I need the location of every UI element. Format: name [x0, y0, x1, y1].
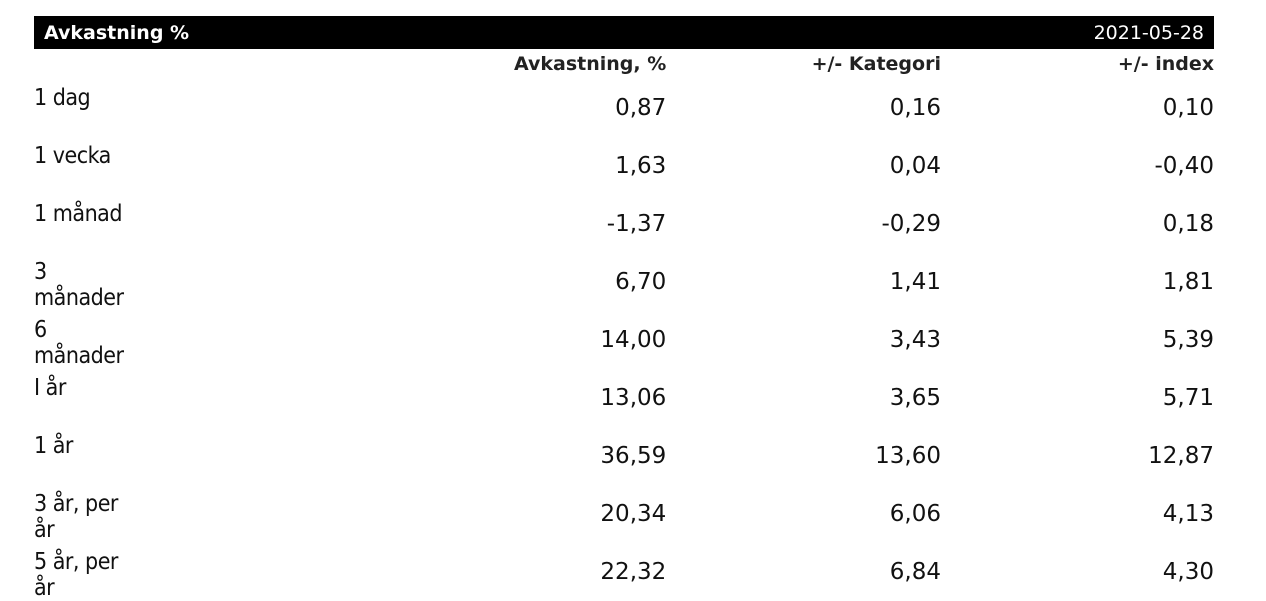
panel: Avkastning % 2021-05-28 Avkastning, % +/-… — [34, 16, 1214, 601]
cell: 22,32 — [600, 559, 667, 585]
row-label: 5 år, per år — [34, 549, 118, 601]
row-label: 1 vecka — [34, 143, 111, 169]
row: 6 månader 14,00 3,43 5,39 — [34, 311, 1214, 369]
cell: 0,10 — [1162, 95, 1214, 121]
cell: 4,13 — [1162, 501, 1214, 527]
cell: 1,41 — [889, 269, 941, 295]
cell: 13,06 — [600, 385, 667, 411]
row-label: 1 dag — [34, 85, 91, 111]
cell: 36,59 — [600, 443, 667, 469]
cell: 0,18 — [1162, 211, 1214, 237]
cell: 5,39 — [1162, 327, 1214, 353]
cell: -0,40 — [1154, 153, 1214, 179]
cell: 0,87 — [615, 95, 667, 121]
cell: 3,65 — [889, 385, 941, 411]
cell: -0,29 — [881, 211, 941, 237]
cell: 3,43 — [889, 327, 941, 353]
cell: 6,84 — [889, 559, 941, 585]
row: 1 år 36,59 13,60 12,87 — [34, 427, 1214, 485]
cell: 4,30 — [1162, 559, 1214, 585]
cell: 1,81 — [1162, 269, 1214, 295]
cell: -1,37 — [606, 211, 667, 237]
date: 2021-05-28 — [1093, 21, 1204, 44]
row-label: I år — [34, 375, 66, 401]
cell: 6,06 — [889, 501, 941, 527]
title: Avkastning % — [44, 21, 190, 44]
table-body: 1 dag 0,87 0,16 0,10 1 vecka 1,63 0,04 -0,40 1 m… — [34, 79, 1214, 601]
row-label: 1 månad — [34, 201, 123, 227]
cell: 20,34 — [600, 501, 667, 527]
row: 3 år, per år 20,34 6,06 4,13 — [34, 485, 1214, 543]
row: 5 år, per år 22,32 6,84 4,30 — [34, 543, 1214, 601]
cell: 6,70 — [615, 269, 667, 295]
column-header: +/- Kategori — [811, 53, 941, 75]
row: I år 13,06 3,65 5,71 — [34, 369, 1214, 427]
corner — [34, 49, 124, 79]
cell: 13,60 — [875, 443, 941, 469]
row-label: 6 månader — [34, 317, 124, 369]
row-label: 3 månader — [34, 259, 124, 311]
row-label: 3 år, per år — [34, 491, 118, 543]
row: 1 vecka 1,63 0,04 -0,40 — [34, 137, 1214, 195]
page: Avkastning % 2021-05-28 Avkastning, % +/-… — [34, 16, 1214, 601]
row: 1 månad -1,37 -0,29 0,18 — [34, 195, 1214, 253]
row: 3 månader 6,70 1,41 1,81 — [34, 253, 1214, 311]
row-label: 1 år — [34, 433, 73, 459]
cell: 1,63 — [615, 153, 667, 179]
returns-table: Avkastning, % +/- Kategori +/- index 1 dag… — [34, 49, 1214, 601]
column-header: +/- index — [1117, 53, 1214, 75]
header-row: Avkastning, % +/- Kategori +/- index — [34, 49, 1214, 79]
column-header: Avkastning, % — [513, 53, 667, 75]
cell: 5,71 — [1162, 385, 1214, 411]
cell: 0,16 — [889, 95, 941, 121]
cell: 12,87 — [1148, 443, 1214, 469]
row: 1 dag 0,87 0,16 0,10 — [34, 79, 1214, 137]
cell: 0,04 — [889, 153, 941, 179]
header-bar: Avkastning % 2021-05-28 — [34, 16, 1214, 49]
cell: 14,00 — [600, 327, 667, 353]
